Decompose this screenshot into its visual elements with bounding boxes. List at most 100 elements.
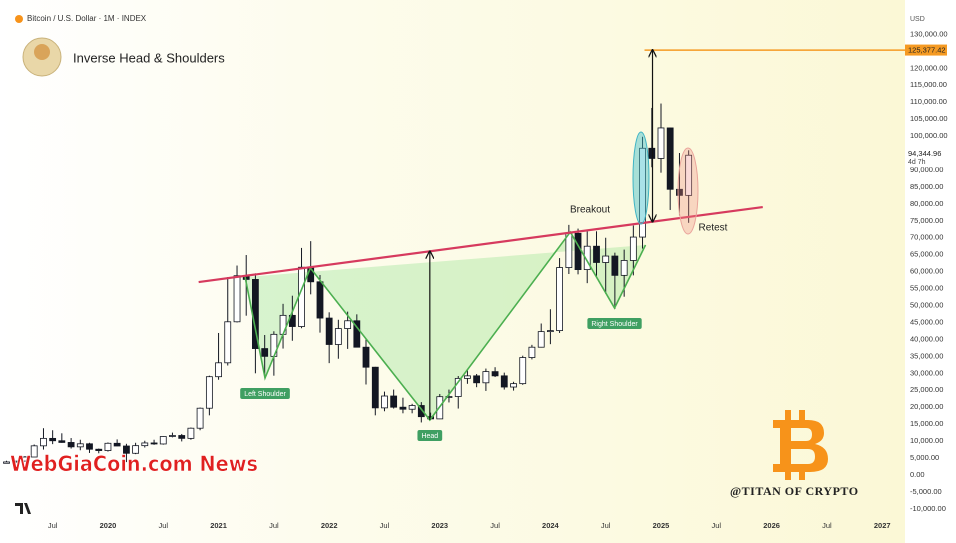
candle-body xyxy=(565,232,573,268)
candle-body xyxy=(279,314,287,335)
y-tick-label: 85,000.00 xyxy=(910,182,943,191)
candle-body xyxy=(648,147,656,159)
pattern-label: Left Shoulder xyxy=(240,388,290,400)
candle-body xyxy=(95,448,103,451)
axis-panel xyxy=(905,0,956,543)
candle-body xyxy=(40,437,47,447)
y-tick-label: 40,000.00 xyxy=(910,334,943,343)
y-tick-label: 30,000.00 xyxy=(910,368,943,377)
pattern-label: Right Shoulder xyxy=(587,318,642,330)
candle-body xyxy=(362,346,370,368)
price-label: 94,344.96 xyxy=(908,149,941,158)
y-tick-label: 5,000.00 xyxy=(910,453,939,462)
candle-body xyxy=(666,127,674,190)
x-tick-label: 2027 xyxy=(874,521,891,530)
y-tick-label: 115,000.00 xyxy=(910,80,947,89)
y-tick-label: 75,000.00 xyxy=(910,216,943,225)
candle-body xyxy=(298,266,305,327)
y-tick-label: 20,000.00 xyxy=(910,402,943,411)
chart-subtitle: Inverse Head & Shoulders xyxy=(73,50,225,65)
y-tick-label: 15,000.00 xyxy=(910,419,943,428)
currency-label: USD xyxy=(910,16,925,23)
candle-body xyxy=(261,348,269,357)
y-tick-label: 50,000.00 xyxy=(910,301,943,310)
candle-body xyxy=(67,442,75,448)
bitcoin-logo xyxy=(773,410,828,480)
plot-background xyxy=(0,0,905,543)
target-label: 125,377.42 xyxy=(908,46,946,55)
candle-body xyxy=(325,317,333,345)
candle-body xyxy=(454,377,462,397)
y-tick-label: 110,000.00 xyxy=(910,97,947,106)
y-tick-label: 55,000.00 xyxy=(910,284,943,293)
candle-body xyxy=(113,442,121,447)
pattern-label-text: Right Shoulder xyxy=(591,321,638,328)
candle-body xyxy=(344,320,352,329)
y-tick-label: 25,000.00 xyxy=(910,385,943,394)
tv-logo xyxy=(15,503,31,514)
breakout-highlight xyxy=(632,131,650,225)
y-tick-label: 100,000.00 xyxy=(910,131,948,140)
x-tick-label: Jul xyxy=(158,521,168,530)
candle-body xyxy=(58,440,66,443)
x-tick-label: Jul xyxy=(822,521,832,530)
y-tick-label: -10,000.00 xyxy=(910,504,946,513)
candle-body xyxy=(141,442,149,447)
candle-body xyxy=(205,376,213,409)
candle-body xyxy=(574,232,582,271)
candle-body xyxy=(169,435,176,437)
pattern-label: Head xyxy=(417,430,443,442)
candle-body xyxy=(500,375,508,388)
candle-body xyxy=(685,154,693,196)
candle-body xyxy=(556,267,563,332)
candle-body xyxy=(215,362,222,378)
x-tick-label: 2026 xyxy=(763,521,780,530)
credit: @TITAN OF CRYPTO xyxy=(730,484,859,498)
candle-body xyxy=(123,445,130,454)
symbol-icon xyxy=(15,15,23,23)
y-tick-label: 45,000.00 xyxy=(910,317,943,326)
candle-body xyxy=(620,260,628,276)
candle-body xyxy=(233,275,241,323)
candle-body xyxy=(657,127,665,159)
y-tick-label: -5,000.00 xyxy=(910,487,942,496)
x-tick-label: Jul xyxy=(269,521,279,530)
candle-body xyxy=(76,443,84,448)
price-tag xyxy=(905,149,947,168)
candle-body xyxy=(371,366,379,409)
candle-body xyxy=(639,147,646,238)
candle-body xyxy=(381,395,388,409)
x-tick-label: 2022 xyxy=(321,521,338,530)
candle-body xyxy=(528,346,536,358)
candle-body xyxy=(21,456,29,462)
y-tick-label: 10,000.00 xyxy=(910,436,943,445)
pattern-label-text: Head xyxy=(421,433,438,440)
pattern-label-box xyxy=(417,430,443,442)
watermark: WebGiaCoin.com News xyxy=(10,452,258,476)
candle-body xyxy=(546,330,554,333)
candle-body xyxy=(390,395,398,408)
candle-body xyxy=(132,445,140,454)
y-tick-label: 80,000.00 xyxy=(910,199,943,208)
candle-body xyxy=(150,442,158,445)
retest-label: Retest xyxy=(699,223,728,234)
candle-body xyxy=(187,427,195,439)
candle-body xyxy=(399,406,407,410)
candle-body xyxy=(491,371,499,377)
breakout-label: Breakout xyxy=(570,205,610,216)
x-tick-label: 2025 xyxy=(653,521,670,530)
x-tick-label: 2020 xyxy=(100,521,117,530)
y-tick-label: 130,000.00 xyxy=(910,29,948,38)
candle-body xyxy=(611,255,619,276)
candle-body xyxy=(3,461,10,464)
pattern-label-text: Left Shoulder xyxy=(244,391,286,398)
x-tick-label: Jul xyxy=(490,521,500,530)
candle-body xyxy=(473,375,481,384)
candle-body xyxy=(510,383,517,388)
candle-body xyxy=(464,375,471,379)
y-tick-label: 60,000.00 xyxy=(910,267,943,276)
pattern-area xyxy=(245,232,646,421)
candle-body xyxy=(593,245,600,263)
x-tick-label: 2021 xyxy=(210,521,227,530)
y-tick-label: 120,000.00 xyxy=(910,63,948,72)
